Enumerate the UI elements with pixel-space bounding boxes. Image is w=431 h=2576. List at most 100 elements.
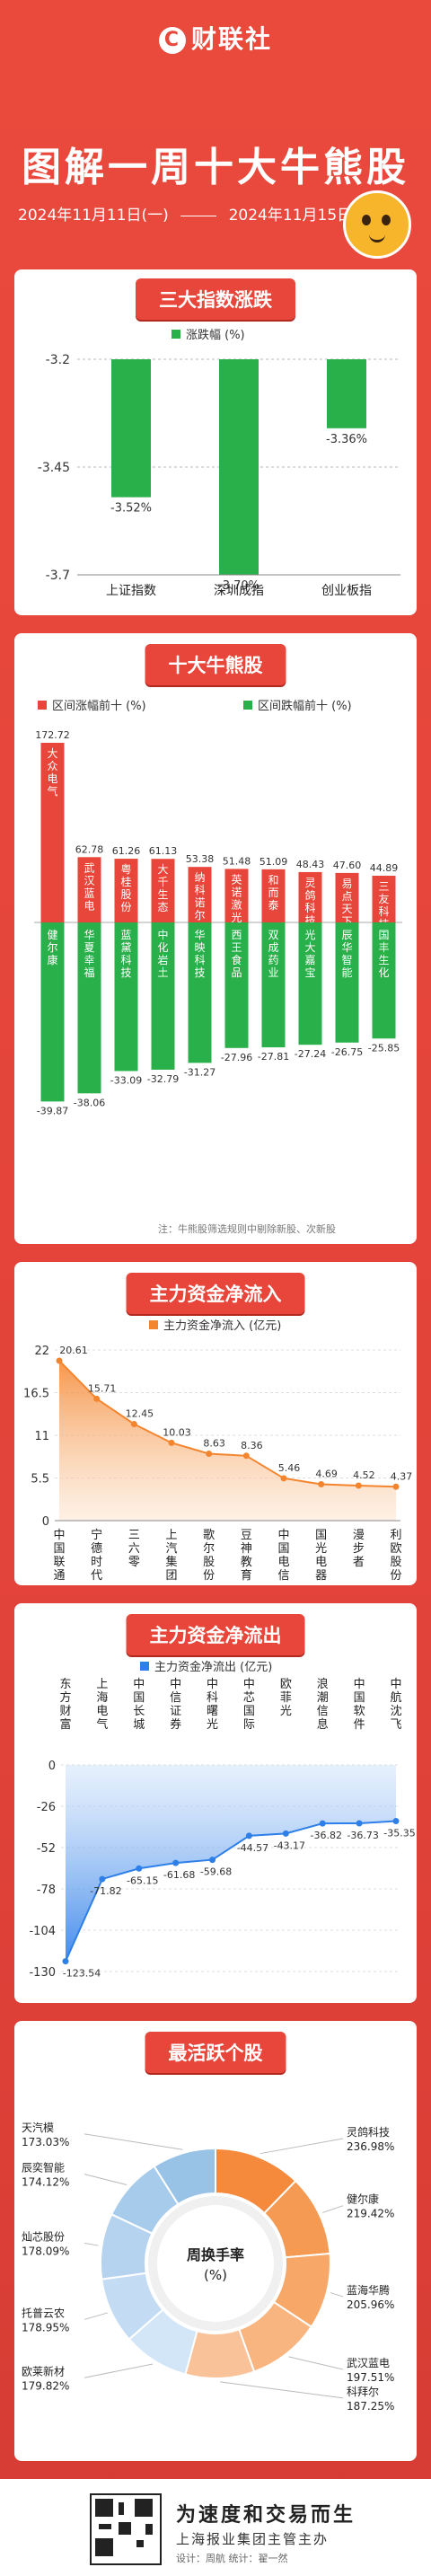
donut-slice-value: 173.03% [22, 2136, 69, 2148]
outflow-point [319, 1820, 326, 1827]
index-bar [219, 359, 259, 575]
outflow-value-label: -44.57 [237, 1842, 268, 1854]
y-tick-label: 22 [34, 1345, 49, 1358]
gainer-value-label: 61.26 [112, 845, 141, 857]
loser-value-label: -31.27 [184, 1066, 216, 1078]
loser-bar [77, 922, 101, 1094]
gainer-bar [224, 869, 249, 922]
outflow-value-label: -43.17 [274, 1839, 305, 1851]
outflow-value-label: -123.54 [63, 1968, 101, 1980]
gainers-legend: 区间涨幅前十 (%) [38, 696, 146, 713]
outflow-point [99, 1875, 106, 1883]
y-tick-label: 0 [42, 1515, 49, 1529]
inflow-point [56, 1357, 63, 1364]
date-start: 2024年11月11日(一) [18, 207, 169, 225]
donut-leader-line [84, 2133, 183, 2150]
index-value-label: -3.70% [218, 579, 259, 593]
gainer-name-label: 大众电气 [47, 747, 57, 798]
legend-swatch-green [243, 700, 252, 710]
y-tick-label: -78 [37, 1883, 56, 1897]
index-category-label: 深圳成指 [214, 584, 264, 598]
inflow-point [355, 1482, 362, 1489]
loser-value-label: -25.85 [368, 1042, 400, 1054]
inflow-category-label: 歌尔股份 [203, 1529, 215, 1583]
gainer-bar [151, 859, 175, 922]
inflow-category-label: 国光电器 [315, 1529, 327, 1583]
inflow-value-label: 10.03 [163, 1426, 191, 1438]
gainer-value-label: 61.13 [149, 845, 178, 857]
legend-swatch-blue [140, 1661, 149, 1671]
loser-bar [298, 922, 322, 1045]
inflow-category-label: 漫步者 [353, 1529, 365, 1569]
inflow-legend-label: 主力资金净流入 (亿元) [163, 1319, 282, 1333]
donut-leader-line [84, 2312, 109, 2320]
inflow-card: 主力资金净流入 主力资金净流入 (亿元) 22 16.5 11 5.5 0 20.61 中国… [14, 1262, 417, 1585]
index-section-title: 三大指数涨跌 [136, 278, 295, 320]
inflow-value-label: 12.45 [126, 1407, 154, 1419]
donut-slice-value: 197.51% [347, 2371, 394, 2384]
donut-slice-name: 科拜尔 [347, 2385, 379, 2398]
gainer-value-label: 47.60 [333, 860, 362, 871]
index-card: 三大指数涨跌 涨跌幅 (%) -3.2 -3.45 -3.7 -3.52% 上证指数 -3… [14, 269, 417, 615]
donut-slice-name: 武汉蓝电 [347, 2357, 390, 2369]
gainer-bar [261, 869, 286, 922]
loser-value-label: -27.81 [258, 1051, 289, 1063]
footer: 为速度和交易而生 上海报业集团主管主办 设计：周航 统计：翟一然 [0, 2479, 431, 2576]
inflow-point [318, 1480, 325, 1487]
inflow-category-label: 上汽集团 [165, 1529, 177, 1583]
footer-sub: 上海报业集团主管主办 [176, 2531, 330, 2547]
gainer-name-label: 武汉蓝电 [84, 861, 94, 912]
inflow-value-label: 8.63 [203, 1437, 225, 1449]
gainer-bar [372, 876, 396, 922]
outflow-category-label: 中信证券 [170, 1678, 181, 1732]
outflow-value-label: -36.73 [347, 1830, 378, 1841]
donut-slice-value: 179.82% [22, 2379, 69, 2392]
outflow-category-label: 上海电气 [96, 1678, 108, 1732]
outflow-category-label: 东方财富 [59, 1678, 71, 1732]
gainer-bar [114, 859, 138, 922]
gainer-bar [298, 871, 322, 922]
index-legend-label: 涨跌幅 (%) [186, 329, 245, 342]
footer-slogan: 为速度和交易而生 [176, 2504, 356, 2527]
inflow-line [58, 1360, 397, 1488]
outflow-value-label: -36.82 [310, 1830, 341, 1841]
index-bar-chart: -3.2 -3.45 -3.7 -3.52% 上证指数 -3.70%深圳成指 -3.36% 创… [38, 353, 400, 598]
donut-slice [153, 2147, 216, 2206]
outflow-value-label: -35.35 [383, 1828, 415, 1839]
inflow-value-label: 20.61 [59, 1345, 88, 1356]
index-bar [111, 359, 151, 498]
outflow-value-label: -59.68 [200, 1866, 232, 1878]
outflow-area-chart: 0 -26 -52 -78 -104 -130 东方财富 上海电气 中国长城 中信证券 中科曙光 中芯… [29, 1678, 415, 1980]
gainer-name-label: 纳科诺尔 [194, 871, 205, 922]
gainer-value-label: 62.78 [75, 843, 104, 855]
gainer-value-label: 172.72 [35, 729, 70, 741]
outflow-point [282, 1830, 289, 1837]
loser-bar [261, 922, 286, 1048]
donut-leader-line [84, 2363, 154, 2378]
loser-value-label: -33.09 [110, 1074, 142, 1086]
inflow-point [242, 1452, 250, 1460]
y-tick-label: -3.45 [38, 461, 70, 475]
outflow-point [245, 1832, 252, 1839]
active-card: 最活跃个股 灵鸽科技 236.98% 健尔康 219.42% 蓝海华腾 205.96% 武汉… [14, 2021, 417, 2461]
loser-name-label: 辰华智能 [341, 929, 352, 979]
index-legend: 涨跌幅 (%) [172, 325, 245, 342]
inflow-value-label: 8.36 [241, 1440, 263, 1451]
outflow-card: 主力资金净流出 主力资金净流出 (亿元) 0 -26 -52 -78 -104 -130 东… [14, 1603, 417, 2003]
outflow-point [392, 1818, 400, 1825]
index-category-label: 创业板指 [321, 584, 372, 598]
outflow-category-label: 欧菲光 [280, 1678, 292, 1718]
loser-name-label: 西王食品 [231, 929, 242, 979]
inflow-value-label: 15.71 [88, 1382, 117, 1394]
brand-c-icon: C [158, 27, 186, 54]
inflow-category-label: 三六零 [128, 1529, 140, 1569]
loser-name-label: 中化岩土 [157, 928, 168, 979]
donut-slice-value: 187.25% [347, 2400, 394, 2413]
index-value-label: -3.52% [110, 502, 152, 516]
inflow-point [168, 1439, 175, 1446]
loser-value-label: -39.87 [37, 1105, 68, 1116]
outflow-category-label: 中芯国际 [243, 1678, 255, 1732]
loser-name-label: 国丰生化 [378, 929, 389, 979]
donut-center-unit: (%) [204, 2267, 227, 2283]
loser-value-label: -32.79 [147, 1073, 179, 1085]
